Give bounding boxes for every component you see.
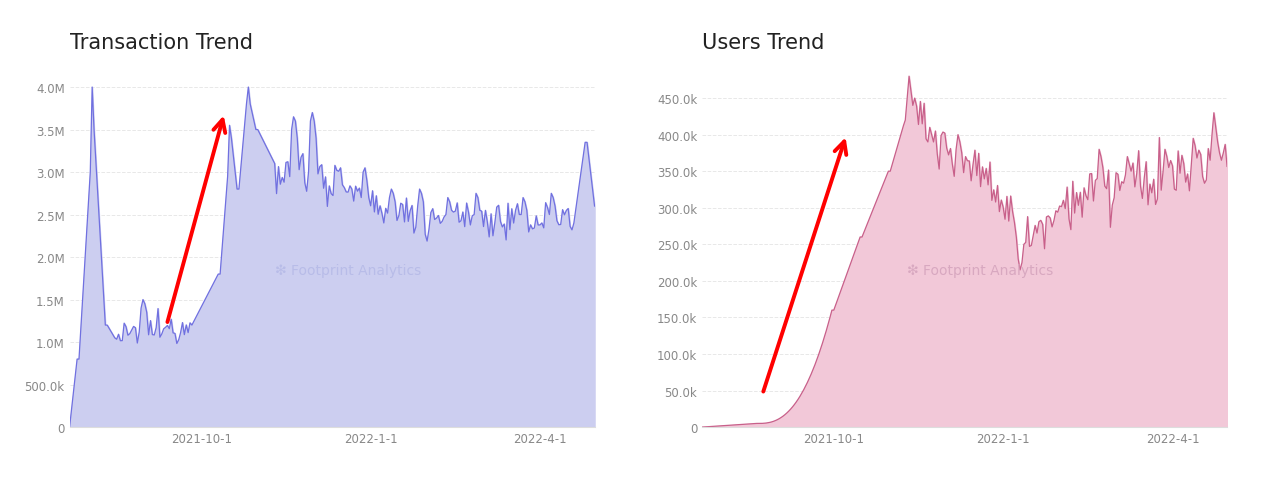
Text: Transaction Trend: Transaction Trend <box>70 33 253 52</box>
Text: ❇ Footprint Analytics: ❇ Footprint Analytics <box>275 264 421 277</box>
Text: Users Trend: Users Trend <box>702 33 825 52</box>
Text: ❇ Footprint Analytics: ❇ Footprint Analytics <box>907 264 1054 277</box>
